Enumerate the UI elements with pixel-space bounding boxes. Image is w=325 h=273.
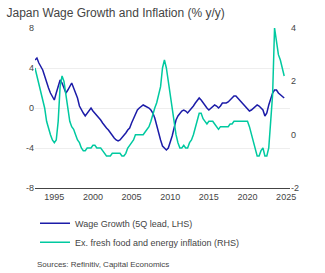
svg-text:4: 4 [291, 23, 296, 33]
svg-text:Sources: Refinitiv, Capital Ec: Sources: Refinitiv, Capital Economics [37, 260, 169, 269]
svg-text:2020: 2020 [237, 192, 257, 202]
svg-text:2015: 2015 [199, 192, 219, 202]
svg-text:0: 0 [291, 130, 296, 140]
svg-text:-2: -2 [291, 183, 299, 193]
svg-text:2000: 2000 [83, 192, 103, 202]
svg-text:Ex. fresh food and energy infl: Ex. fresh food and energy inflation (RHS… [75, 238, 239, 248]
svg-text:-8: -8 [26, 183, 34, 193]
svg-text:2005: 2005 [122, 192, 142, 202]
svg-text:8: 8 [29, 23, 34, 33]
svg-text:2010: 2010 [160, 192, 180, 202]
svg-text:Japan Wage Growth and Inflatio: Japan Wage Growth and Inflation (% y/y) [7, 6, 225, 20]
svg-text:2025: 2025 [276, 192, 296, 202]
svg-text:-4: -4 [26, 143, 34, 153]
svg-text:2: 2 [291, 76, 296, 86]
svg-text:4: 4 [29, 63, 34, 73]
svg-text:1995: 1995 [44, 192, 64, 202]
svg-text:0: 0 [29, 103, 34, 113]
svg-text:Wage Growth (5Q lead, LHS): Wage Growth (5Q lead, LHS) [75, 219, 192, 229]
